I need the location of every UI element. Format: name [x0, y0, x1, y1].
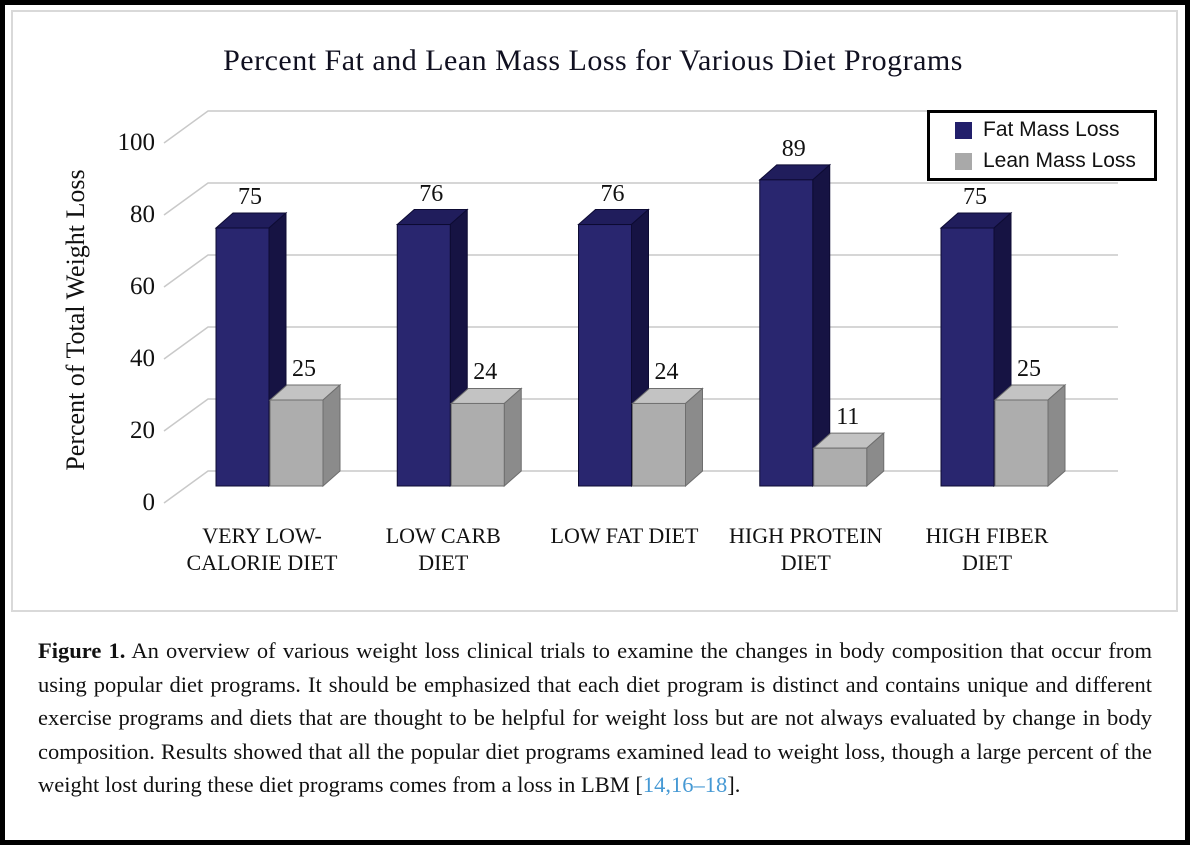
- fat-value-label-1: 76: [419, 180, 444, 207]
- figure-caption-text: An overview of various weight loss clini…: [38, 638, 1153, 797]
- lean-mass-loss-swatch-icon: [955, 152, 972, 170]
- fat-bar-4-front: [940, 227, 995, 487]
- chart-title: Percent Fat and Lean Mass Loss for Vario…: [223, 44, 963, 77]
- fat-value-label-4: 75: [963, 184, 987, 210]
- y-tick-label-0: 0: [142, 489, 156, 516]
- lean-value-label-4: 25: [1017, 356, 1041, 382]
- lean-value-label-0: 25: [292, 356, 316, 382]
- fat-bar-2-front: [578, 224, 632, 487]
- y-tick-label-80: 80: [130, 201, 155, 228]
- fat-bar-1-front: [396, 224, 451, 487]
- x-category-label-1: LOW CARB DIET: [385, 523, 501, 575]
- y-tick-label-20: 20: [130, 417, 155, 444]
- legend-label-lean: Lean Mass Loss: [983, 149, 1136, 172]
- figure-caption-label: Figure 1.: [38, 638, 126, 663]
- lean-bar-0-side: [322, 383, 341, 488]
- lean-value-label-1: 24: [473, 359, 498, 386]
- fat-bar-0-front: [215, 227, 270, 487]
- lean-bar-2-front: [632, 402, 686, 487]
- citation-bracket-open: [: [635, 772, 643, 797]
- legend-item-fat-mass-loss: Fat Mass Loss: [955, 118, 1154, 142]
- lean-bar-3-front: [813, 447, 868, 487]
- lean-bar-1-side: [503, 387, 522, 488]
- x-category-label-4: HIGH FIBER DIET: [925, 523, 1049, 575]
- lean-bar-2-side: [685, 387, 703, 488]
- y-tick-label-100: 100: [117, 129, 156, 156]
- y-tick-label-60: 60: [130, 273, 155, 300]
- lean-value-label-2: 24: [654, 359, 679, 386]
- x-category-label-2: LOW FAT DIET: [550, 523, 699, 548]
- fat-bar-3-front: [759, 179, 814, 487]
- citation-link[interactable]: 14,16–18: [642, 772, 728, 797]
- fat-value-label-3: 89: [781, 135, 806, 162]
- lean-bar-0-front: [269, 399, 324, 487]
- bar-chart-plot: [163, 110, 1118, 504]
- lean-bar-1-front: [450, 402, 505, 487]
- legend-label-fat: Fat Mass Loss: [983, 118, 1120, 141]
- fat-value-label-0: 75: [238, 184, 262, 210]
- chart-plot-border: [11, 10, 1178, 612]
- fat-mass-loss-swatch-icon: [955, 121, 972, 139]
- y-tick-label-40: 40: [130, 345, 155, 372]
- citation-bracket-close: ].: [727, 772, 741, 797]
- x-category-label-3: HIGH PROTEIN DIET: [729, 523, 883, 575]
- figure-caption: Figure 1. An overview of various weight …: [38, 634, 1152, 802]
- lean-bar-4-front: [994, 399, 1049, 487]
- fat-value-label-2: 76: [600, 180, 625, 207]
- gridline-100: [163, 110, 1118, 144]
- lean-value-label-3: 11: [836, 404, 860, 431]
- lean-bar-4-side: [1047, 383, 1066, 488]
- legend-item-lean-mass-loss: Lean Mass Loss: [955, 149, 1154, 173]
- chart-legend: Fat Mass Loss Lean Mass Loss: [927, 110, 1157, 181]
- x-category-label-0: VERY LOW- CALORIE DIET: [186, 523, 338, 575]
